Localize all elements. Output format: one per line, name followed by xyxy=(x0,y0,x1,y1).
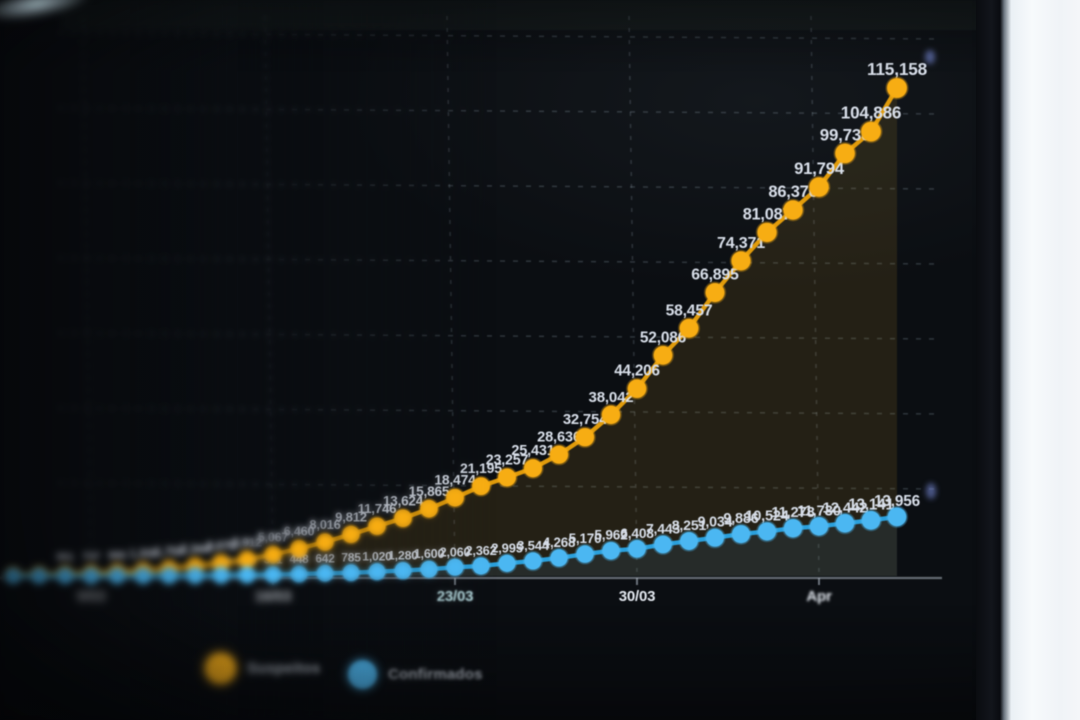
data-point-confirmados xyxy=(548,547,570,569)
data-point-suspeitos xyxy=(263,544,283,565)
data-point-confirmados xyxy=(522,550,544,572)
v-gridline xyxy=(264,15,274,577)
background-wall xyxy=(1000,0,1080,720)
data-point-confirmados xyxy=(860,509,882,532)
x-tick-label: 9/03 xyxy=(77,588,105,605)
data-point-confirmados xyxy=(393,560,413,581)
v-gridline xyxy=(82,15,92,577)
data-point-confirmados xyxy=(29,566,49,586)
data-label-suspeitos: 104,886 xyxy=(841,104,901,123)
data-point-confirmados xyxy=(834,512,856,535)
data-point-confirmados xyxy=(159,566,179,586)
data-label-suspeitos: 1,759 xyxy=(155,546,184,559)
h-gridline xyxy=(57,107,941,115)
data-point-suspeitos xyxy=(548,443,570,466)
data-point-confirmados xyxy=(886,505,908,528)
data-point-confirmados xyxy=(315,563,335,584)
data-point-suspeitos xyxy=(444,487,466,509)
data-point-confirmados xyxy=(496,553,518,574)
data-point-confirmados xyxy=(730,523,752,545)
data-point-confirmados xyxy=(289,564,309,584)
data-point-confirmados xyxy=(808,515,830,538)
data-point-confirmados xyxy=(185,566,205,586)
data-point-suspeitos xyxy=(781,198,805,222)
data-point-confirmados xyxy=(419,559,439,580)
data-point-confirmados xyxy=(444,557,466,578)
data-point-suspeitos xyxy=(859,120,883,143)
data-point-suspeitos xyxy=(626,377,648,400)
data-point-suspeitos xyxy=(703,281,727,304)
data-label-suspeitos: 115,158 xyxy=(867,59,928,79)
data-point-confirmados xyxy=(107,566,127,586)
data-point-confirmados xyxy=(626,538,648,560)
data-point-confirmados xyxy=(574,543,596,565)
data-point-suspeitos xyxy=(755,221,779,244)
data-point-confirmados xyxy=(652,533,674,555)
screen-top-band xyxy=(60,0,990,30)
data-point-suspeitos xyxy=(340,524,362,545)
data-point-suspeitos xyxy=(807,175,831,199)
legend-label-confirmados: Confirmados xyxy=(388,666,483,683)
data-point-suspeitos xyxy=(392,507,414,529)
data-point-suspeitos xyxy=(729,249,753,272)
data-label-suspeitos: 66,895 xyxy=(691,267,739,284)
data-point-confirmados xyxy=(237,565,257,585)
x-tick-label: Apr xyxy=(806,588,832,605)
data-point-confirmados xyxy=(678,530,700,552)
data-point-suspeitos xyxy=(885,76,909,100)
data-label-suspeitos: 91,794 xyxy=(794,159,845,178)
data-point-suspeitos xyxy=(314,531,336,553)
data-point-suspeitos xyxy=(833,141,857,165)
data-point-suspeitos xyxy=(470,475,492,497)
legend-label-suspeitos: Suspeitos xyxy=(247,660,321,677)
data-point-suspeitos xyxy=(574,426,596,448)
data-point-confirmados xyxy=(367,561,387,582)
data-point-confirmados xyxy=(470,555,492,577)
legend-dot-suspeitos-icon xyxy=(205,653,236,684)
data-point-suspeitos xyxy=(366,516,388,537)
data-point-confirmados xyxy=(211,565,231,585)
data-label-suspeitos: 1,308 xyxy=(129,548,158,560)
h-gridline xyxy=(57,32,941,40)
x-tick-label: 30/03 xyxy=(619,588,656,605)
legend-item-confirmados[interactable]: Confirmados xyxy=(348,660,483,689)
data-point-confirmados xyxy=(600,540,622,562)
data-point-suspeitos xyxy=(418,498,440,520)
data-point-confirmados xyxy=(341,562,361,583)
data-point-suspeitos xyxy=(678,317,700,340)
data-label-suspeitos: 737 xyxy=(82,551,100,563)
x-tick-label: 23/03 xyxy=(437,588,474,605)
legend-item-suspeitos[interactable]: Suspeitos xyxy=(205,653,320,684)
data-point-confirmados xyxy=(756,520,778,543)
data-point-confirmados xyxy=(704,527,726,549)
data-point-confirmados xyxy=(3,566,23,586)
data-point-confirmados xyxy=(81,566,101,586)
data-point-confirmados xyxy=(133,566,153,586)
data-point-confirmados xyxy=(55,566,75,586)
data-point-confirmados xyxy=(263,564,283,585)
data-point-confirmados xyxy=(782,517,804,539)
data-label-suspeitos: 551 xyxy=(56,552,74,564)
reflection-speck xyxy=(926,483,936,499)
x-tick-label: 16/03 xyxy=(255,588,292,605)
data-point-suspeitos xyxy=(652,344,674,367)
data-label-suspeitos: 44,206 xyxy=(614,363,660,380)
data-label-suspeitos: 980 xyxy=(108,550,126,562)
data-point-suspeitos xyxy=(237,549,257,570)
data-label-suspeitos: 58,457 xyxy=(666,302,713,319)
data-point-suspeitos xyxy=(522,457,544,479)
data-point-suspeitos xyxy=(600,404,622,426)
monitor-bezel xyxy=(976,0,1004,720)
data-point-suspeitos xyxy=(496,466,518,488)
reflection-speck xyxy=(925,50,935,64)
data-label-confirmados: 642 xyxy=(315,551,335,565)
data-point-suspeitos xyxy=(288,538,310,559)
data-label-confirmados: 785 xyxy=(341,551,361,565)
legend-dot-confirmados-icon xyxy=(348,660,377,689)
